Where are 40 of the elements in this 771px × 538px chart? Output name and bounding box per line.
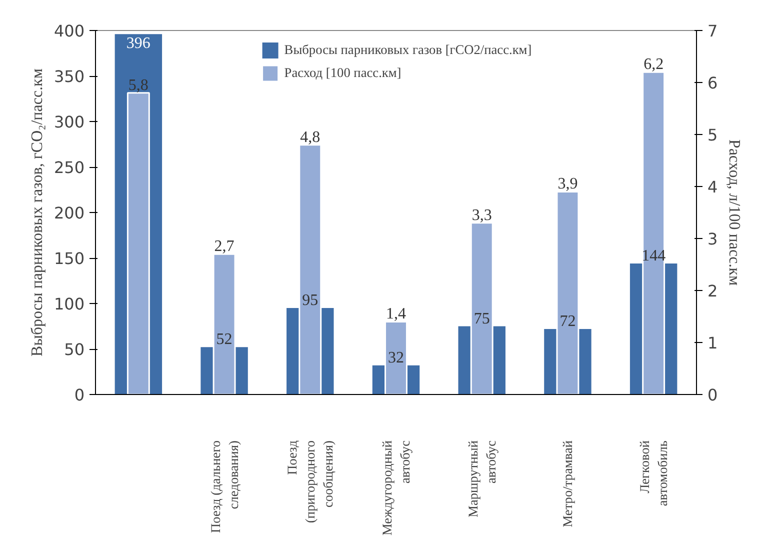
data-label: 4,8: [300, 128, 320, 146]
y-tick-label: 400: [54, 22, 85, 40]
y2-tick-label: 6: [708, 74, 718, 92]
y-tick-label: 200: [54, 204, 85, 222]
legend-label: Выбросы парниковых газов [гCO2/пасс.км]: [284, 42, 532, 58]
data-label: 72: [560, 312, 576, 330]
data-label: 32: [388, 349, 404, 366]
y-tick-label: 100: [54, 294, 85, 314]
data-label: 3,9: [558, 176, 578, 193]
y2-tick-label: 3: [708, 230, 718, 248]
data-label: 396: [126, 35, 150, 52]
y2-axis-title: Расход, л/100 пасс.км: [726, 139, 743, 286]
data-label: 5,8: [128, 76, 148, 94]
y-tick-label: 250: [54, 158, 85, 177]
data-label: 52: [216, 331, 232, 348]
x-tick-label: Метро/трамвай: [560, 440, 576, 528]
y-tick-label: 50: [64, 340, 84, 359]
y-tick-label: 150: [54, 249, 85, 268]
y-axis-title: Выбросы парниковых газов, гCO₂/пасс.км: [28, 68, 46, 356]
x-tick-label: Междугородный автобус: [380, 440, 412, 536]
y2-tick-label: 4: [708, 178, 718, 196]
x-tick-label: Маршрутный автобус: [465, 440, 498, 518]
legend-label: Расход [100 пасс.км]: [284, 65, 402, 81]
y-tick-label: 350: [54, 67, 85, 86]
y2-tick-label: 2: [708, 282, 718, 300]
data-label: 95: [302, 292, 318, 310]
x-tick-label: Легковой автомобиль: [637, 440, 670, 506]
data-label: 2,7: [214, 238, 234, 256]
y-tick-label: 0: [74, 386, 85, 404]
y2-tick-label: 5: [708, 126, 718, 144]
x-tick-label: Поезд (пригородного сообщения): [284, 440, 336, 523]
y2-tick-label: 0: [708, 386, 718, 404]
y-tick-label: 300: [54, 112, 85, 132]
data-label: 3,3: [472, 206, 492, 224]
y2-tick-label: 1: [708, 334, 718, 352]
data-label: 75: [474, 310, 490, 328]
y2-tick-label: 7: [708, 22, 718, 40]
data-label: 6,2: [644, 56, 664, 74]
x-tick-label: Поезд (дальнего следования): [208, 440, 241, 533]
data-label: 1,4: [386, 306, 406, 323]
